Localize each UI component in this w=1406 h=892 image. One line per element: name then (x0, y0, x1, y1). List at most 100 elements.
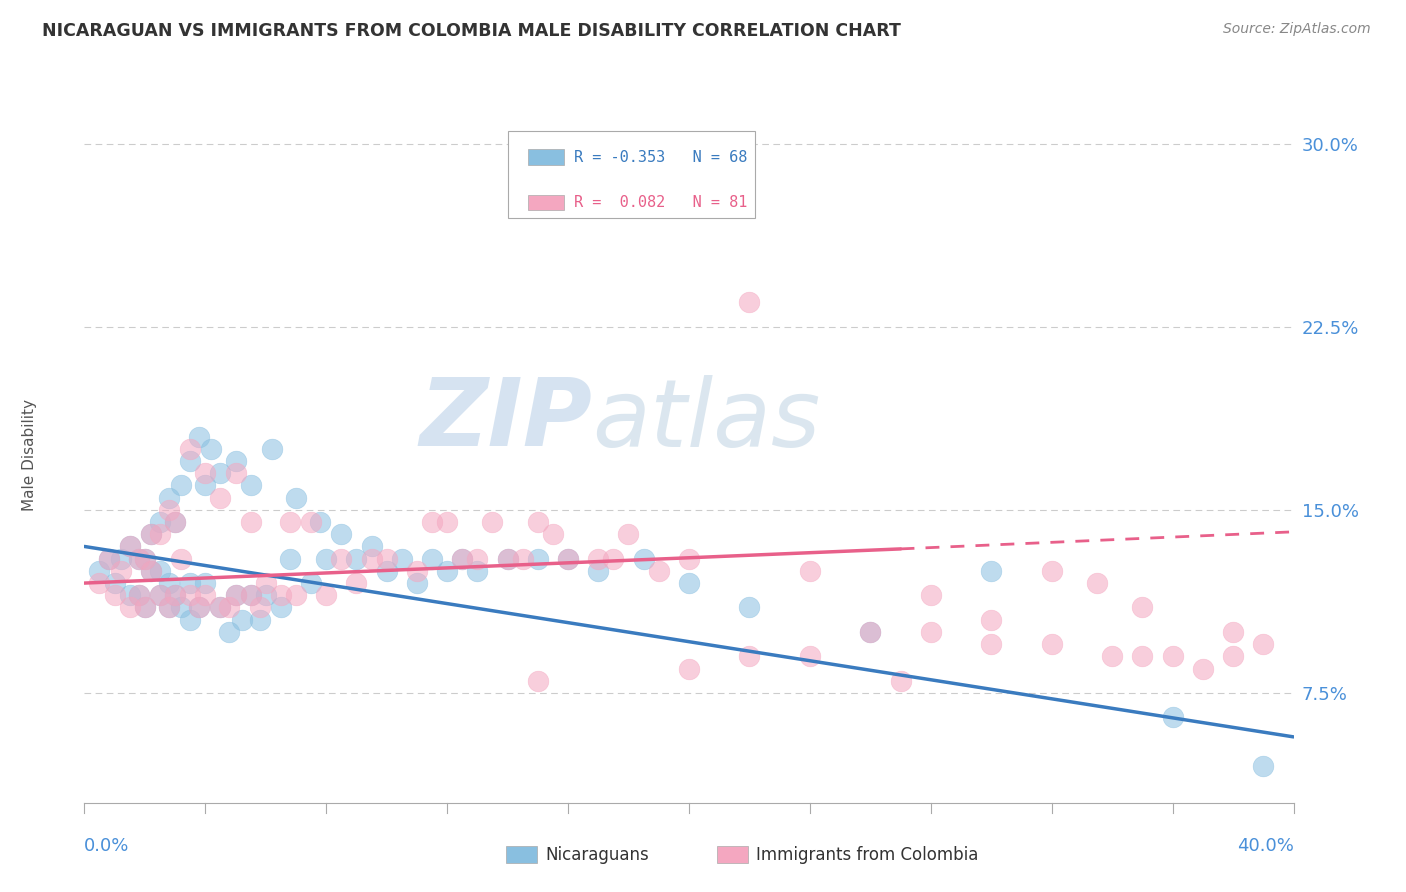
Point (179, 588, 201, 602)
Point (239, 588, 262, 602)
Point (980, 637, 1002, 651)
Point (617, 527, 640, 541)
Text: atlas: atlas (592, 375, 821, 466)
Point (139, 527, 162, 541)
Point (165, 588, 187, 602)
Point (451, 551, 474, 566)
Point (270, 588, 292, 602)
Point (110, 551, 132, 566)
Point (231, 613, 253, 627)
FancyBboxPatch shape (529, 194, 564, 210)
Point (89, 576, 111, 591)
Point (165, 588, 187, 602)
Point (278, 551, 301, 566)
Point (157, 491, 180, 505)
Point (134, 600, 156, 615)
Point (218, 624, 240, 639)
FancyBboxPatch shape (508, 131, 755, 219)
Point (890, 673, 912, 688)
Point (157, 600, 180, 615)
Point (200, 442, 222, 456)
Point (179, 576, 201, 591)
Point (104, 576, 127, 591)
Point (360, 551, 382, 566)
Point (481, 515, 503, 529)
Point (1253, 637, 1275, 651)
Point (738, 649, 761, 664)
Point (260, 442, 283, 456)
Point (512, 551, 534, 566)
Text: NICARAGUAN VS IMMIGRANTS FROM COLOMBIA MALE DISABILITY CORRELATION CHART: NICARAGUAN VS IMMIGRANTS FROM COLOMBIA M… (42, 22, 901, 40)
Point (920, 588, 942, 602)
Point (859, 624, 882, 639)
Text: Source: ZipAtlas.com: Source: ZipAtlas.com (1223, 22, 1371, 37)
Text: Nicaraguans: Nicaraguans (546, 846, 650, 863)
Point (527, 673, 550, 688)
Point (97, 551, 120, 566)
Point (270, 600, 292, 615)
Point (467, 551, 489, 566)
Point (980, 613, 1002, 627)
Point (110, 564, 132, 578)
Point (128, 588, 150, 602)
Point (149, 564, 172, 578)
Point (1040, 637, 1063, 651)
Point (188, 600, 211, 615)
Point (588, 551, 610, 566)
Point (170, 478, 193, 492)
Point (139, 564, 162, 578)
Point (194, 467, 217, 481)
Point (451, 551, 474, 566)
Point (799, 649, 821, 664)
Point (648, 564, 671, 578)
Point (149, 515, 172, 529)
Point (496, 551, 519, 566)
Point (225, 467, 247, 481)
Point (496, 551, 519, 566)
Point (346, 576, 368, 591)
Point (1253, 759, 1275, 773)
Point (678, 661, 700, 675)
Point (157, 503, 180, 517)
Point (165, 515, 187, 529)
Text: 40.0%: 40.0% (1237, 837, 1294, 855)
Point (209, 467, 232, 481)
Point (1161, 710, 1184, 724)
Point (375, 564, 398, 578)
Point (179, 442, 201, 456)
Point (633, 551, 655, 566)
Point (285, 588, 308, 602)
Point (239, 478, 262, 492)
Point (436, 515, 458, 529)
Point (149, 588, 172, 602)
Point (1101, 649, 1123, 664)
Point (179, 454, 201, 468)
Point (285, 491, 308, 505)
Point (139, 564, 162, 578)
Point (1161, 649, 1184, 664)
Point (118, 600, 141, 615)
Text: Immigrants from Colombia: Immigrants from Colombia (756, 846, 979, 863)
Point (179, 613, 201, 627)
Point (315, 588, 337, 602)
Text: 0.0%: 0.0% (84, 837, 129, 855)
Point (1040, 564, 1063, 578)
Point (225, 454, 247, 468)
Point (420, 515, 443, 529)
Point (218, 600, 240, 615)
FancyBboxPatch shape (529, 150, 564, 165)
Point (980, 564, 1002, 578)
Text: ZIP: ZIP (419, 374, 592, 467)
Point (299, 576, 322, 591)
Point (128, 551, 150, 566)
Point (738, 295, 761, 310)
Point (1192, 661, 1215, 675)
Point (360, 540, 382, 554)
Point (1222, 649, 1244, 664)
Point (678, 551, 700, 566)
Point (420, 551, 443, 566)
Point (194, 478, 217, 492)
Point (128, 588, 150, 602)
Point (799, 564, 821, 578)
Point (170, 551, 193, 566)
